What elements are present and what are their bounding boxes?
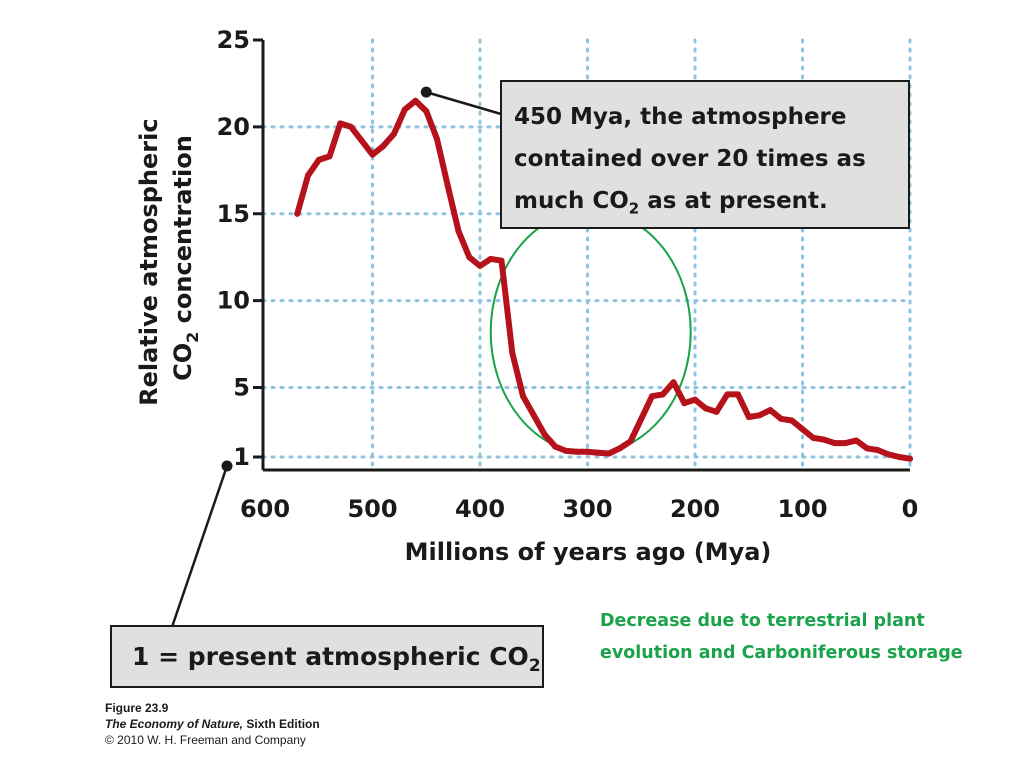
data-point bbox=[423, 108, 430, 115]
green-annotation: Decrease due to terrestrial plant evolut… bbox=[600, 605, 963, 669]
copyright: © 2010 W. H. Freeman and Company bbox=[105, 733, 306, 747]
data-point bbox=[831, 440, 838, 447]
x-tick-label: 0 bbox=[902, 495, 919, 523]
callout-line-2: contained over 20 times as bbox=[514, 146, 866, 172]
data-point bbox=[778, 415, 784, 422]
data-point bbox=[412, 97, 419, 104]
callout-line-3: much CO2 as at present. bbox=[514, 188, 828, 218]
data-point bbox=[606, 450, 612, 457]
y-tick-label: 20 bbox=[217, 113, 250, 141]
x-tick-label: 300 bbox=[562, 495, 612, 523]
data-point bbox=[767, 407, 774, 414]
data-point bbox=[874, 447, 881, 454]
data-point bbox=[616, 445, 623, 452]
data-point bbox=[799, 426, 806, 433]
data-point bbox=[541, 431, 548, 438]
data-point bbox=[477, 262, 483, 269]
callout-bottom-dot bbox=[221, 460, 233, 472]
data-point bbox=[692, 396, 698, 403]
data-point bbox=[487, 255, 494, 262]
highlight-ellipse bbox=[489, 209, 692, 455]
x-tick-label: 500 bbox=[347, 495, 397, 523]
data-point bbox=[670, 379, 677, 386]
data-point bbox=[337, 120, 344, 127]
data-point bbox=[434, 136, 440, 143]
callout-top-dot bbox=[420, 86, 432, 98]
data-point bbox=[864, 445, 870, 452]
data-point bbox=[681, 400, 688, 407]
data-point bbox=[294, 210, 301, 217]
data-point bbox=[466, 254, 473, 261]
y-tick-label: 25 bbox=[217, 26, 250, 54]
data-point bbox=[756, 412, 763, 419]
data-point bbox=[907, 455, 913, 462]
data-point bbox=[455, 228, 462, 235]
data-point bbox=[896, 454, 903, 460]
y-tick-label: 1 bbox=[233, 443, 250, 471]
data-point bbox=[563, 447, 569, 454]
data-point bbox=[810, 434, 817, 441]
data-point bbox=[358, 137, 365, 144]
data-point bbox=[305, 172, 311, 179]
x-tick-label: 400 bbox=[455, 495, 505, 523]
y-axis-title: Relative atmospheric CO2 concentration bbox=[135, 110, 202, 406]
data-point bbox=[627, 438, 634, 445]
data-point bbox=[713, 408, 720, 415]
data-point bbox=[595, 449, 602, 456]
callout-top-leader bbox=[425, 90, 502, 116]
x-tick-label: 100 bbox=[777, 495, 827, 523]
y-axis-title-line2: CO2 concentration bbox=[169, 135, 202, 381]
callout-bottom-leader bbox=[170, 465, 229, 628]
data-point bbox=[735, 391, 741, 398]
x-tick-label: 200 bbox=[670, 495, 720, 523]
y-axis-title-line1: Relative atmospheric bbox=[135, 118, 163, 405]
data-point bbox=[498, 257, 505, 264]
data-point bbox=[380, 142, 387, 149]
data-point bbox=[401, 106, 408, 113]
data-point bbox=[348, 123, 354, 130]
data-point bbox=[842, 440, 849, 447]
data-point bbox=[552, 443, 559, 450]
data-points bbox=[294, 97, 913, 462]
callout-line-1: 450 Mya, the atmosphere bbox=[514, 104, 847, 130]
data-point bbox=[530, 412, 537, 419]
data-point bbox=[638, 415, 645, 422]
x-axis-title: Millions of years ago (Mya) bbox=[405, 538, 772, 566]
data-point bbox=[788, 417, 795, 424]
figure-number: Figure 23.9 bbox=[105, 701, 169, 715]
data-point bbox=[724, 391, 731, 398]
green-annotation-line1: Decrease due to terrestrial plant bbox=[600, 611, 925, 631]
data-point bbox=[391, 130, 397, 137]
callout-450-mya: 450 Mya, the atmosphere contained over 2… bbox=[500, 80, 910, 229]
data-point bbox=[509, 349, 516, 356]
y-tick-label: 5 bbox=[233, 374, 250, 402]
figure-credit: Figure 23.9 The Economy of Nature, Sixth… bbox=[105, 700, 320, 748]
y-tick-label: 15 bbox=[217, 200, 250, 228]
data-point bbox=[326, 153, 333, 160]
y-tick-label: 10 bbox=[217, 287, 250, 315]
green-annotation-line2: evolution and Carboniferous storage bbox=[600, 643, 963, 663]
callout-leaders bbox=[170, 86, 502, 628]
x-tick-label: 600 bbox=[240, 495, 290, 523]
data-point bbox=[853, 437, 860, 444]
data-point bbox=[745, 414, 752, 421]
data-point bbox=[821, 436, 827, 443]
series-line-co2 bbox=[294, 97, 913, 462]
data-point bbox=[885, 451, 892, 458]
data-point bbox=[584, 448, 591, 455]
data-point bbox=[520, 393, 526, 400]
data-point bbox=[369, 151, 376, 158]
data-point bbox=[659, 391, 666, 398]
data-point bbox=[444, 182, 451, 189]
data-point bbox=[315, 156, 322, 163]
data-point bbox=[649, 393, 655, 400]
data-point bbox=[573, 448, 580, 455]
data-point bbox=[702, 405, 709, 412]
callout-present-co2: 1 = present atmospheric CO2 bbox=[110, 625, 544, 688]
book-title: The Economy of Nature, Sixth Edition bbox=[105, 717, 320, 731]
